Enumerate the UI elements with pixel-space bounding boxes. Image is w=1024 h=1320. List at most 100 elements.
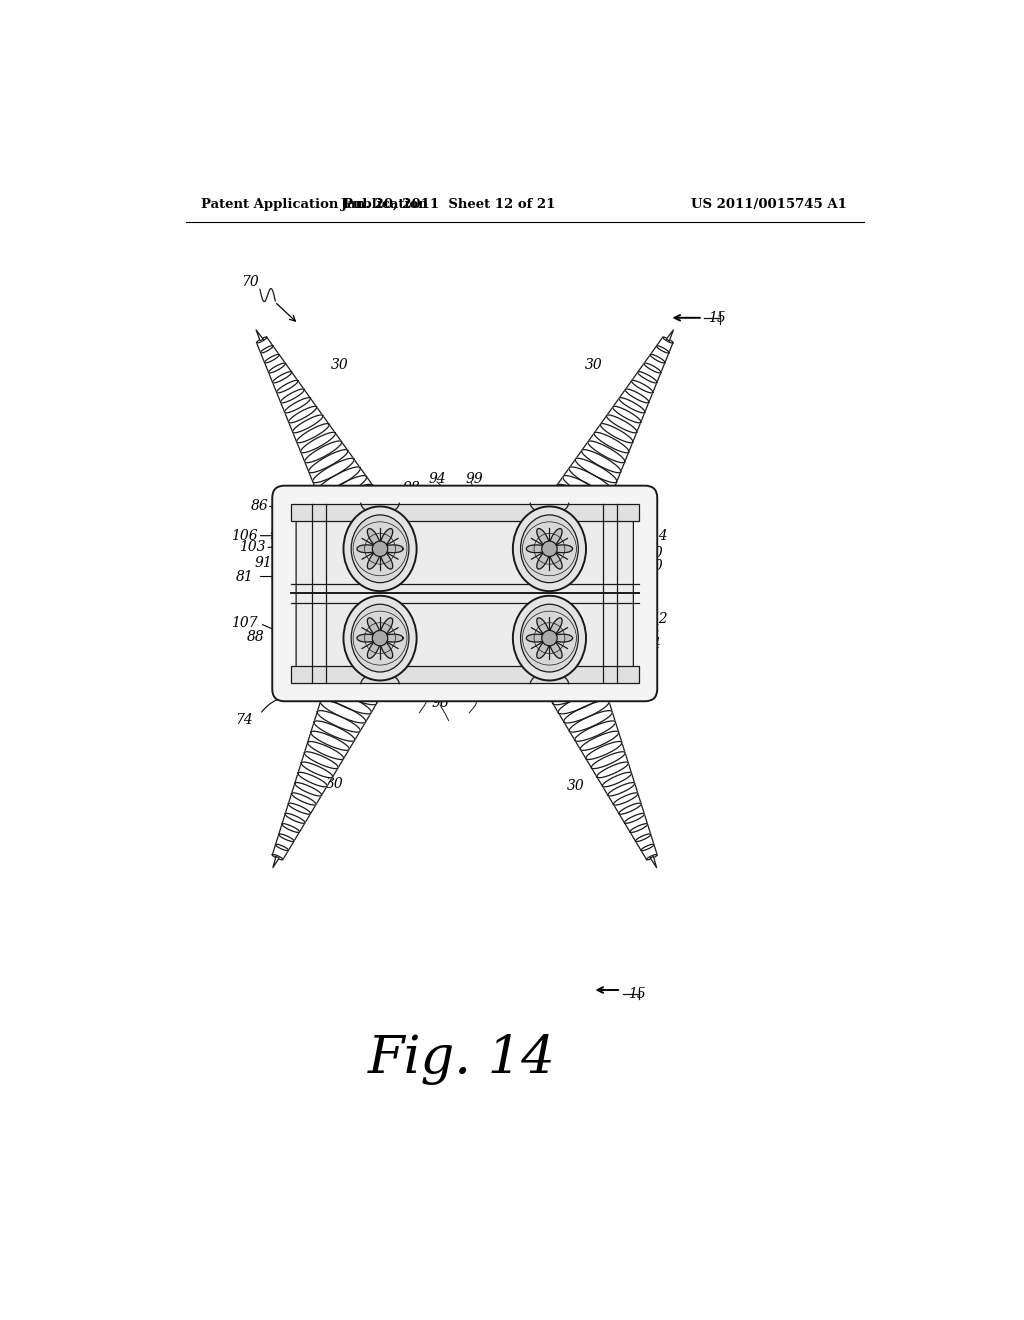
- Polygon shape: [591, 752, 625, 768]
- Polygon shape: [312, 458, 354, 483]
- Polygon shape: [526, 618, 572, 659]
- Polygon shape: [606, 414, 637, 433]
- Polygon shape: [558, 690, 606, 714]
- Polygon shape: [613, 793, 638, 805]
- Polygon shape: [553, 680, 603, 705]
- Polygon shape: [268, 363, 286, 374]
- FancyBboxPatch shape: [610, 607, 656, 664]
- Bar: [291, 504, 639, 521]
- Polygon shape: [295, 783, 322, 796]
- Text: 81: 81: [236, 569, 253, 583]
- Text: 94: 94: [428, 471, 445, 486]
- Polygon shape: [557, 484, 605, 512]
- Polygon shape: [292, 793, 316, 805]
- Polygon shape: [581, 731, 618, 750]
- Ellipse shape: [513, 507, 586, 591]
- Text: 30: 30: [586, 358, 603, 372]
- Polygon shape: [289, 407, 316, 422]
- Text: 86: 86: [251, 499, 268, 513]
- Polygon shape: [602, 772, 632, 787]
- Polygon shape: [531, 519, 589, 553]
- Text: 100: 100: [410, 686, 436, 701]
- Polygon shape: [608, 783, 635, 796]
- Text: 31: 31: [309, 498, 327, 512]
- Polygon shape: [321, 475, 367, 503]
- Polygon shape: [298, 772, 327, 787]
- Polygon shape: [285, 813, 305, 824]
- Text: 31: 31: [520, 678, 539, 693]
- Polygon shape: [650, 354, 665, 363]
- Polygon shape: [272, 857, 280, 867]
- Polygon shape: [301, 762, 333, 777]
- Polygon shape: [644, 363, 660, 374]
- Polygon shape: [317, 710, 360, 733]
- Polygon shape: [529, 640, 591, 668]
- Polygon shape: [667, 330, 674, 341]
- Ellipse shape: [351, 605, 409, 672]
- Polygon shape: [656, 346, 669, 352]
- Polygon shape: [538, 511, 593, 543]
- Polygon shape: [338, 640, 400, 668]
- Text: 84: 84: [644, 636, 662, 651]
- Text: 101: 101: [468, 686, 495, 701]
- Polygon shape: [625, 813, 644, 824]
- Polygon shape: [626, 389, 649, 403]
- Text: 91: 91: [254, 557, 272, 570]
- Circle shape: [373, 631, 388, 645]
- Circle shape: [542, 631, 557, 645]
- Polygon shape: [260, 346, 273, 352]
- Text: 104: 104: [641, 529, 668, 543]
- FancyBboxPatch shape: [272, 486, 657, 701]
- Polygon shape: [563, 475, 609, 503]
- Polygon shape: [574, 721, 615, 742]
- Polygon shape: [305, 441, 342, 463]
- Text: 32: 32: [575, 498, 594, 512]
- Ellipse shape: [351, 515, 409, 582]
- FancyBboxPatch shape: [296, 510, 634, 677]
- Polygon shape: [340, 639, 399, 668]
- Ellipse shape: [343, 507, 417, 591]
- Text: 105: 105: [633, 624, 659, 638]
- Polygon shape: [597, 762, 629, 777]
- Ellipse shape: [520, 605, 579, 672]
- Polygon shape: [297, 424, 329, 442]
- Polygon shape: [285, 397, 310, 413]
- Polygon shape: [646, 854, 657, 859]
- Polygon shape: [304, 752, 338, 768]
- FancyBboxPatch shape: [273, 607, 319, 664]
- Polygon shape: [281, 389, 304, 403]
- Polygon shape: [638, 372, 657, 383]
- Text: 102: 102: [641, 612, 668, 626]
- Ellipse shape: [343, 595, 417, 681]
- Polygon shape: [275, 845, 289, 850]
- Polygon shape: [630, 824, 647, 833]
- Polygon shape: [282, 824, 299, 833]
- Text: Jan. 20, 2011  Sheet 12 of 21: Jan. 20, 2011 Sheet 12 of 21: [341, 198, 555, 211]
- Polygon shape: [547, 669, 599, 696]
- Text: 107: 107: [231, 616, 258, 631]
- Polygon shape: [333, 502, 385, 532]
- Polygon shape: [289, 803, 310, 814]
- Polygon shape: [594, 432, 629, 453]
- Text: 106: 106: [231, 529, 258, 543]
- Polygon shape: [600, 424, 633, 442]
- Polygon shape: [641, 845, 654, 850]
- Polygon shape: [307, 742, 344, 759]
- Polygon shape: [636, 834, 651, 842]
- Text: Fig. 14: Fig. 14: [368, 1034, 556, 1085]
- Polygon shape: [575, 458, 616, 483]
- Text: 15: 15: [709, 310, 726, 325]
- Polygon shape: [310, 731, 349, 750]
- Bar: [291, 665, 639, 682]
- Text: 103: 103: [239, 540, 265, 554]
- Polygon shape: [357, 528, 403, 569]
- Polygon shape: [333, 659, 388, 686]
- Polygon shape: [588, 441, 625, 463]
- Polygon shape: [316, 467, 360, 492]
- Polygon shape: [530, 519, 590, 552]
- Polygon shape: [276, 380, 298, 393]
- Polygon shape: [256, 330, 263, 341]
- Polygon shape: [544, 502, 597, 532]
- Polygon shape: [563, 701, 609, 723]
- Text: 99: 99: [466, 471, 483, 486]
